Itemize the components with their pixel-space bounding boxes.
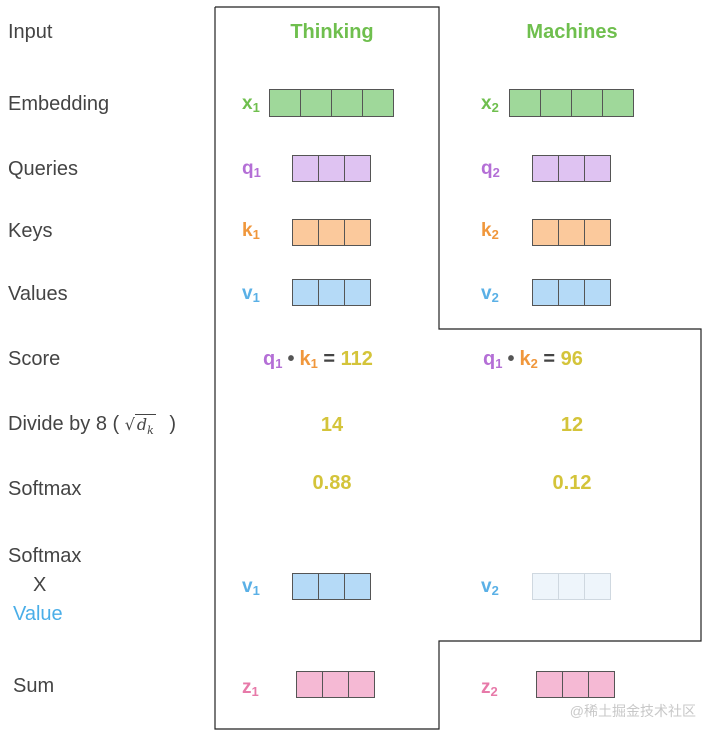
watermark: @稀土掘金技术社区 [569,703,696,719]
row-label-divide: Divide by 8 ( √ dk ) [8,413,176,437]
query-vector-1 [292,155,371,182]
key-label-2: k2 [481,220,499,242]
embedding-label-2: x2 [481,93,499,115]
softmax-score-1: 0.88 [312,472,352,494]
query-vector-2 [532,155,611,182]
key-vector-1 [292,219,371,246]
row-label-queries: Queries [8,158,79,180]
divided-score-2: 12 [560,414,584,436]
value-vector-2 [532,279,611,306]
divided-score-1: 14 [320,414,344,436]
query-label-1: q1 [242,158,261,180]
score-formula-2: q1 • k2 = 96 [483,348,583,371]
query-label-2: q2 [481,158,500,180]
divide-suffix: ) [169,413,177,435]
column-word-machines: Machines [526,21,618,43]
row-label-values: Values [8,283,68,305]
row-label-softmax-x-value-3: Value [13,603,63,625]
thinking-column-outline [214,6,702,730]
column-word-thinking: Thinking [290,21,374,43]
key-label-1: k1 [242,220,260,242]
sum-label-2: z2 [481,677,498,699]
value-vector-1 [292,279,371,306]
sum-vector-1 [296,671,375,698]
row-label-softmax: Softmax [8,478,82,500]
sqrt-sub: k [147,424,154,438]
embedding-vector-1 [269,89,394,117]
weighted-value-label-1: v1 [242,576,260,598]
row-label-sum: Sum [13,675,55,697]
embedding-label-1: x1 [242,93,260,115]
embedding-vector-2 [509,89,634,117]
sum-vector-2 [536,671,615,698]
weighted-value-vector-2-faded [532,573,611,600]
value-label-2: v2 [481,283,499,305]
row-label-embedding: Embedding [8,93,110,115]
key-vector-2 [532,219,611,246]
row-label-softmax-x-value-1: Softmax [8,545,82,567]
weighted-value-label-2: v2 [481,576,499,598]
sqrt-var: d [136,415,148,434]
row-label-score: Score [8,348,61,370]
row-label-keys: Keys [8,220,53,242]
score-formula-1: q1 • k1 = 112 [263,348,373,371]
sqrt-dk-formula: √ dk [124,414,156,438]
row-label-input: Input [8,21,53,43]
sum-label-1: z1 [242,677,259,699]
divide-prefix: Divide by 8 ( [8,413,120,435]
softmax-score-2: 0.12 [552,472,592,494]
weighted-value-vector-1 [292,573,371,600]
value-label-1: v1 [242,283,260,305]
row-label-softmax-x-value-2: X [33,574,47,596]
